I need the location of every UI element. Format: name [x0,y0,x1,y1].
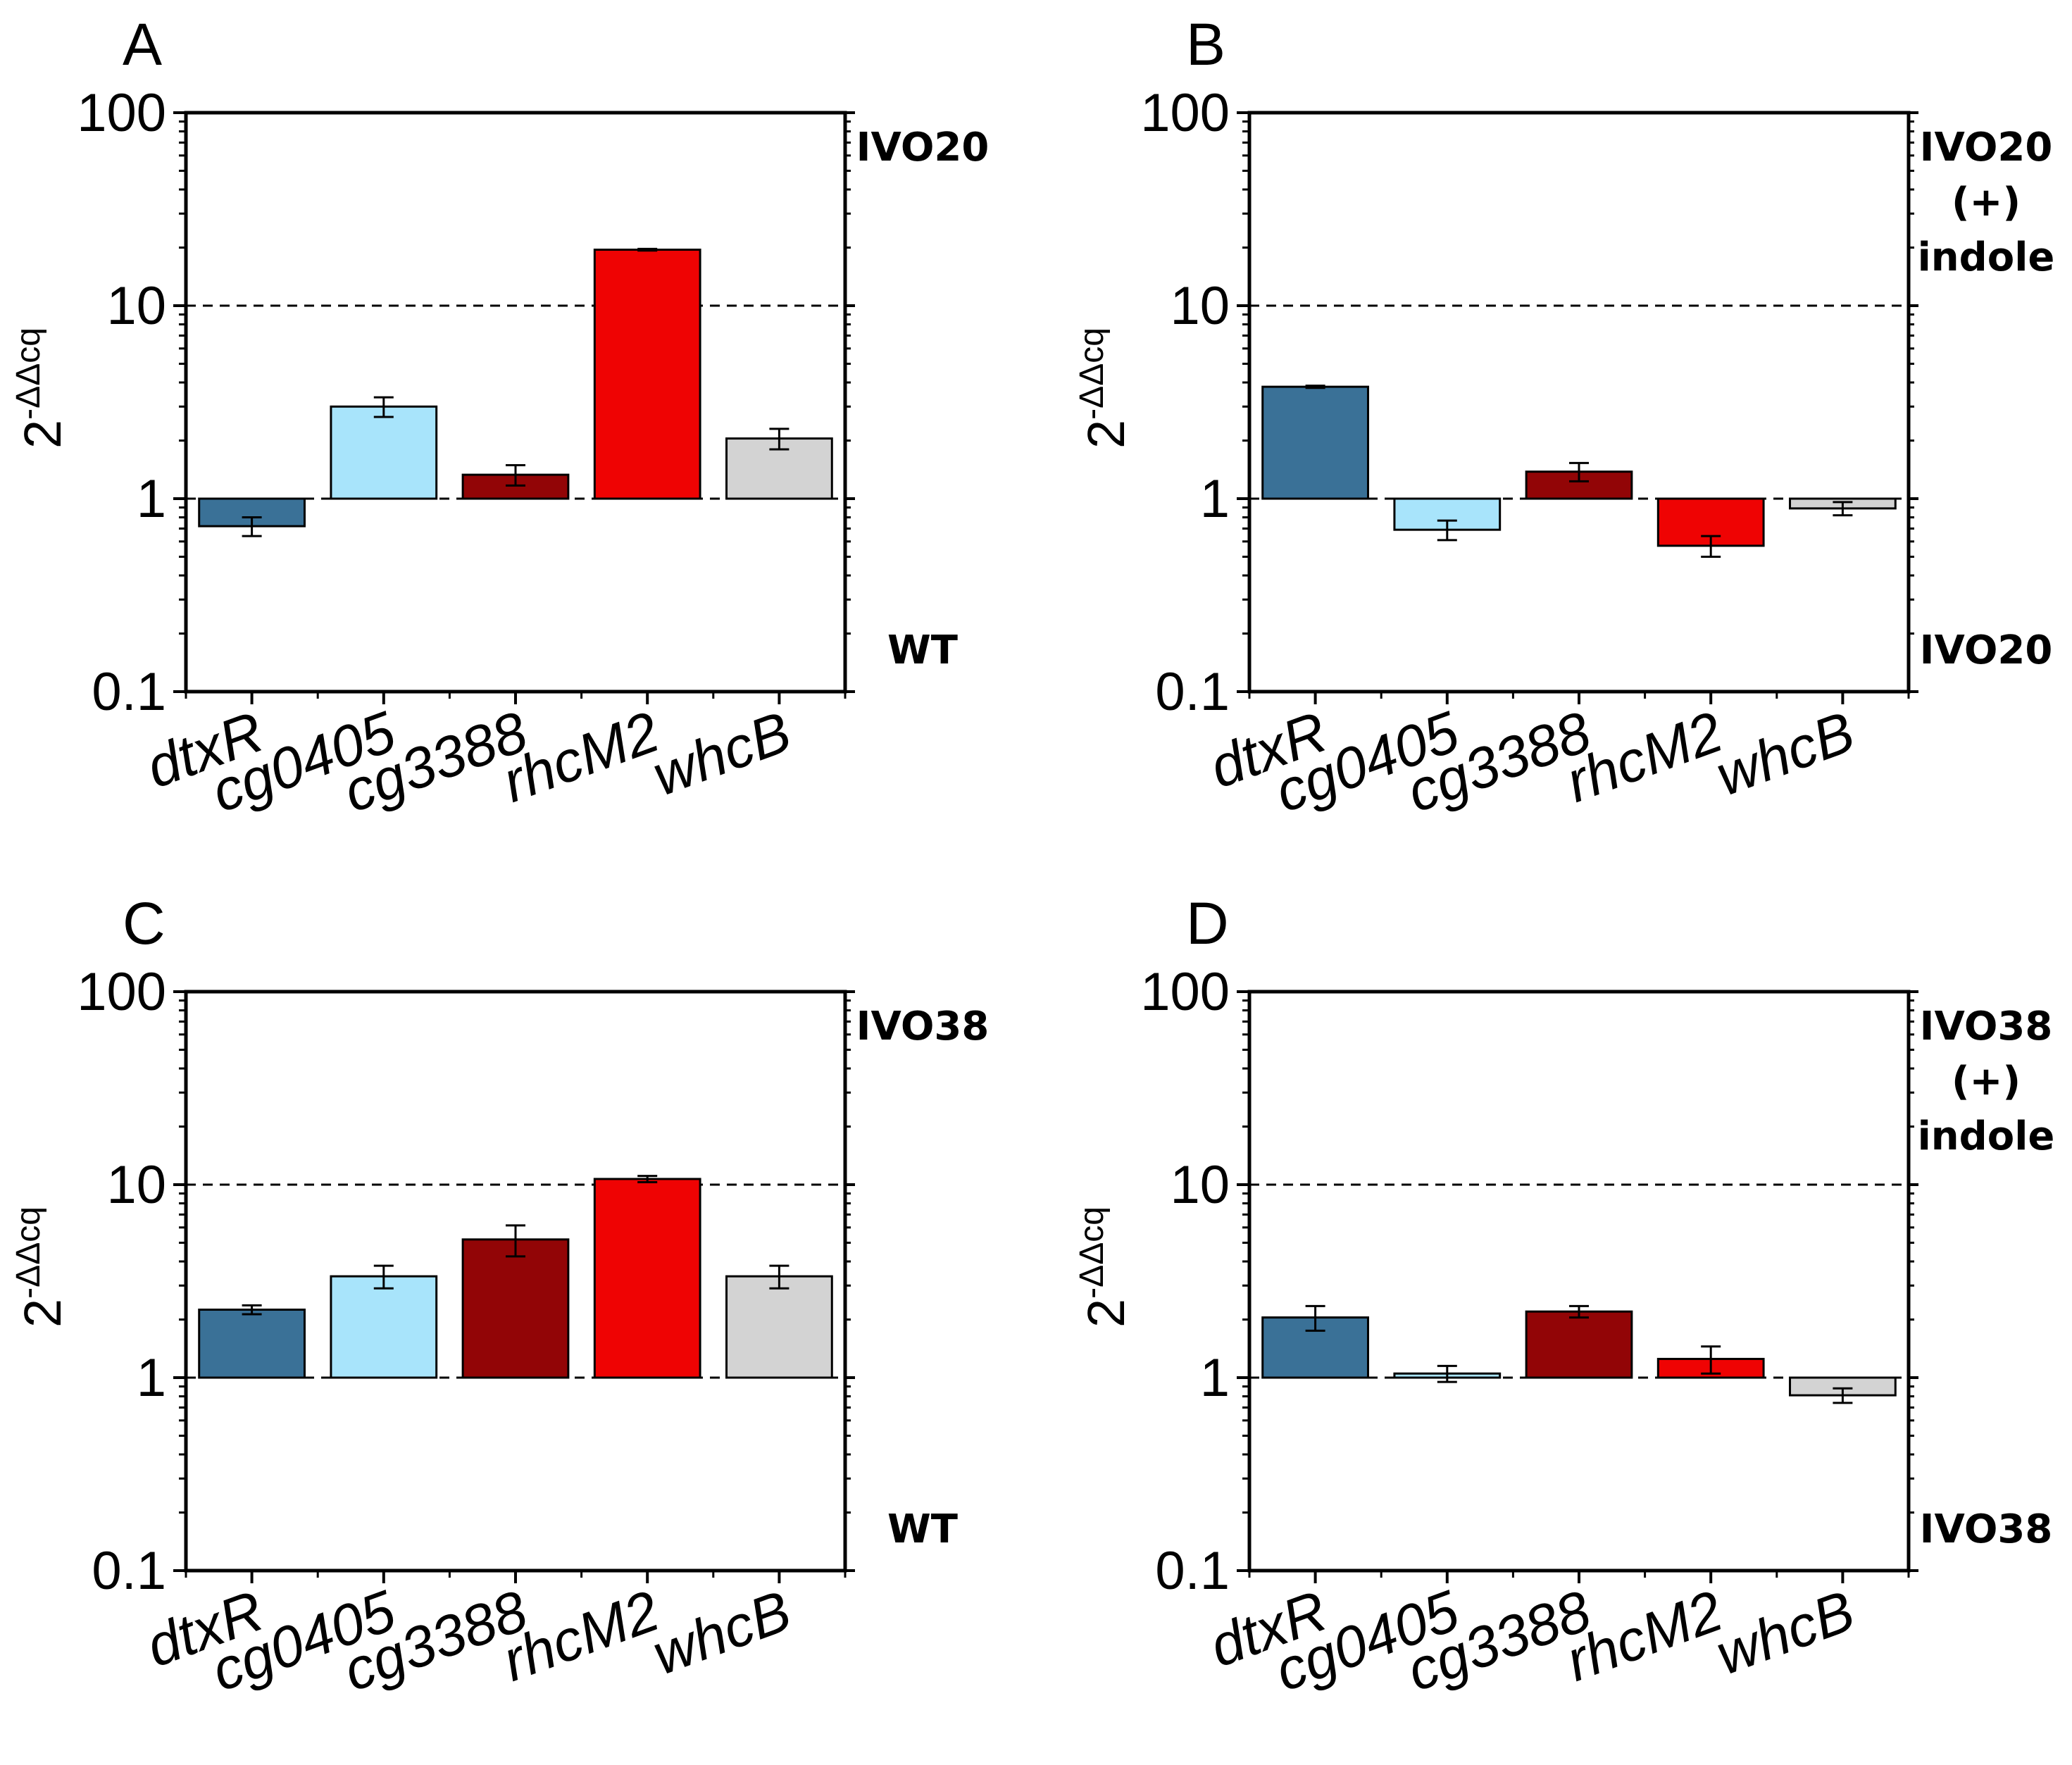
plot-frame [1247,990,1911,1573]
side-label-top: (+) [1952,180,2021,225]
x-tick-label-rhcM2: rhcM2 [494,699,667,814]
plot-frame [184,111,847,694]
bar-cg0405 [330,405,438,500]
y-tick-label: 1 [137,1348,166,1408]
side-label-top: indole [1918,1114,2055,1159]
side-label-bottom: IVO20 [1920,628,2053,673]
x-tick-label-whcB: whcB [1708,1578,1863,1687]
y-axis-label: 2-ΔΔcq [10,1206,72,1328]
panel-a: A0.1110100dtxRcg0405cg3388rhcM2whcB2-ΔΔc… [10,11,989,825]
x-tick-label-rhcM2: rhcM2 [494,1578,667,1693]
bar-rhcM2 [593,249,701,500]
bar-whcB [1789,1376,1897,1397]
bar-whcB [725,437,833,500]
bar-whcB [725,1275,833,1379]
panel-c: C0.1110100dtxRcg0405cg3388rhcM2whcB2-ΔΔc… [10,890,989,1704]
y-tick-label: 10 [1170,276,1230,336]
y-tick-label: 1 [1200,1348,1230,1408]
bar-cg3388 [461,1238,570,1379]
x-tick-label-whcB: whcB [1708,699,1863,808]
x-tick-label-whcB: whcB [644,699,799,808]
y-tick-label: 100 [77,962,166,1022]
y-tick-label: 0.1 [92,1541,166,1601]
y-tick-label: 0.1 [92,662,166,722]
side-label-top: IVO38 [856,1004,990,1049]
x-tick-label-rhcM2: rhcM2 [1558,699,1730,814]
side-label-top: (+) [1952,1059,2021,1104]
panel-letter: B [1186,11,1225,77]
bar-dtxR [1261,385,1369,500]
y-tick-label: 100 [77,83,166,143]
y-tick-label: 0.1 [1155,1541,1230,1601]
y-axis-label: 2-ΔΔcq [10,328,72,449]
panel-letter: A [123,11,162,77]
panel-d: D0.1110100dtxRcg0405cg3388rhcM2whcB2-ΔΔc… [1073,890,2054,1704]
y-axis-label: 2-ΔΔcq [1073,1206,1135,1328]
y-tick-label: 100 [1140,83,1230,143]
bar-dtxR [198,1309,306,1379]
side-label-top: indole [1918,235,2055,280]
y-tick-label: 10 [106,276,166,336]
bar-cg3388 [1525,1310,1633,1379]
y-axis-label: 2-ΔΔcq [1073,328,1135,449]
side-label-bottom: WT [887,628,958,673]
side-label-bottom: WT [887,1507,958,1552]
side-label-bottom: IVO38 [1920,1507,2053,1552]
side-label-top: IVO20 [1920,125,2053,170]
bar-rhcM2 [593,1178,701,1379]
y-tick-label: 10 [1170,1155,1230,1215]
y-tick-label: 1 [137,469,166,529]
y-tick-label: 0.1 [1155,662,1230,722]
x-tick-label-rhcM2: rhcM2 [1558,1578,1730,1693]
panel-letter: D [1186,890,1229,956]
panel-b: B0.1110100dtxRcg0405cg3388rhcM2whcB2-ΔΔc… [1073,11,2054,825]
side-label-top: IVO20 [856,125,990,170]
y-tick-label: 100 [1140,962,1230,1022]
y-tick-label: 10 [106,1155,166,1215]
bar-cg0405 [330,1275,438,1379]
side-label-top: IVO38 [1920,1004,2053,1049]
panel-letter: C [123,890,166,956]
x-tick-label-whcB: whcB [644,1578,799,1687]
y-tick-label: 1 [1200,469,1230,529]
